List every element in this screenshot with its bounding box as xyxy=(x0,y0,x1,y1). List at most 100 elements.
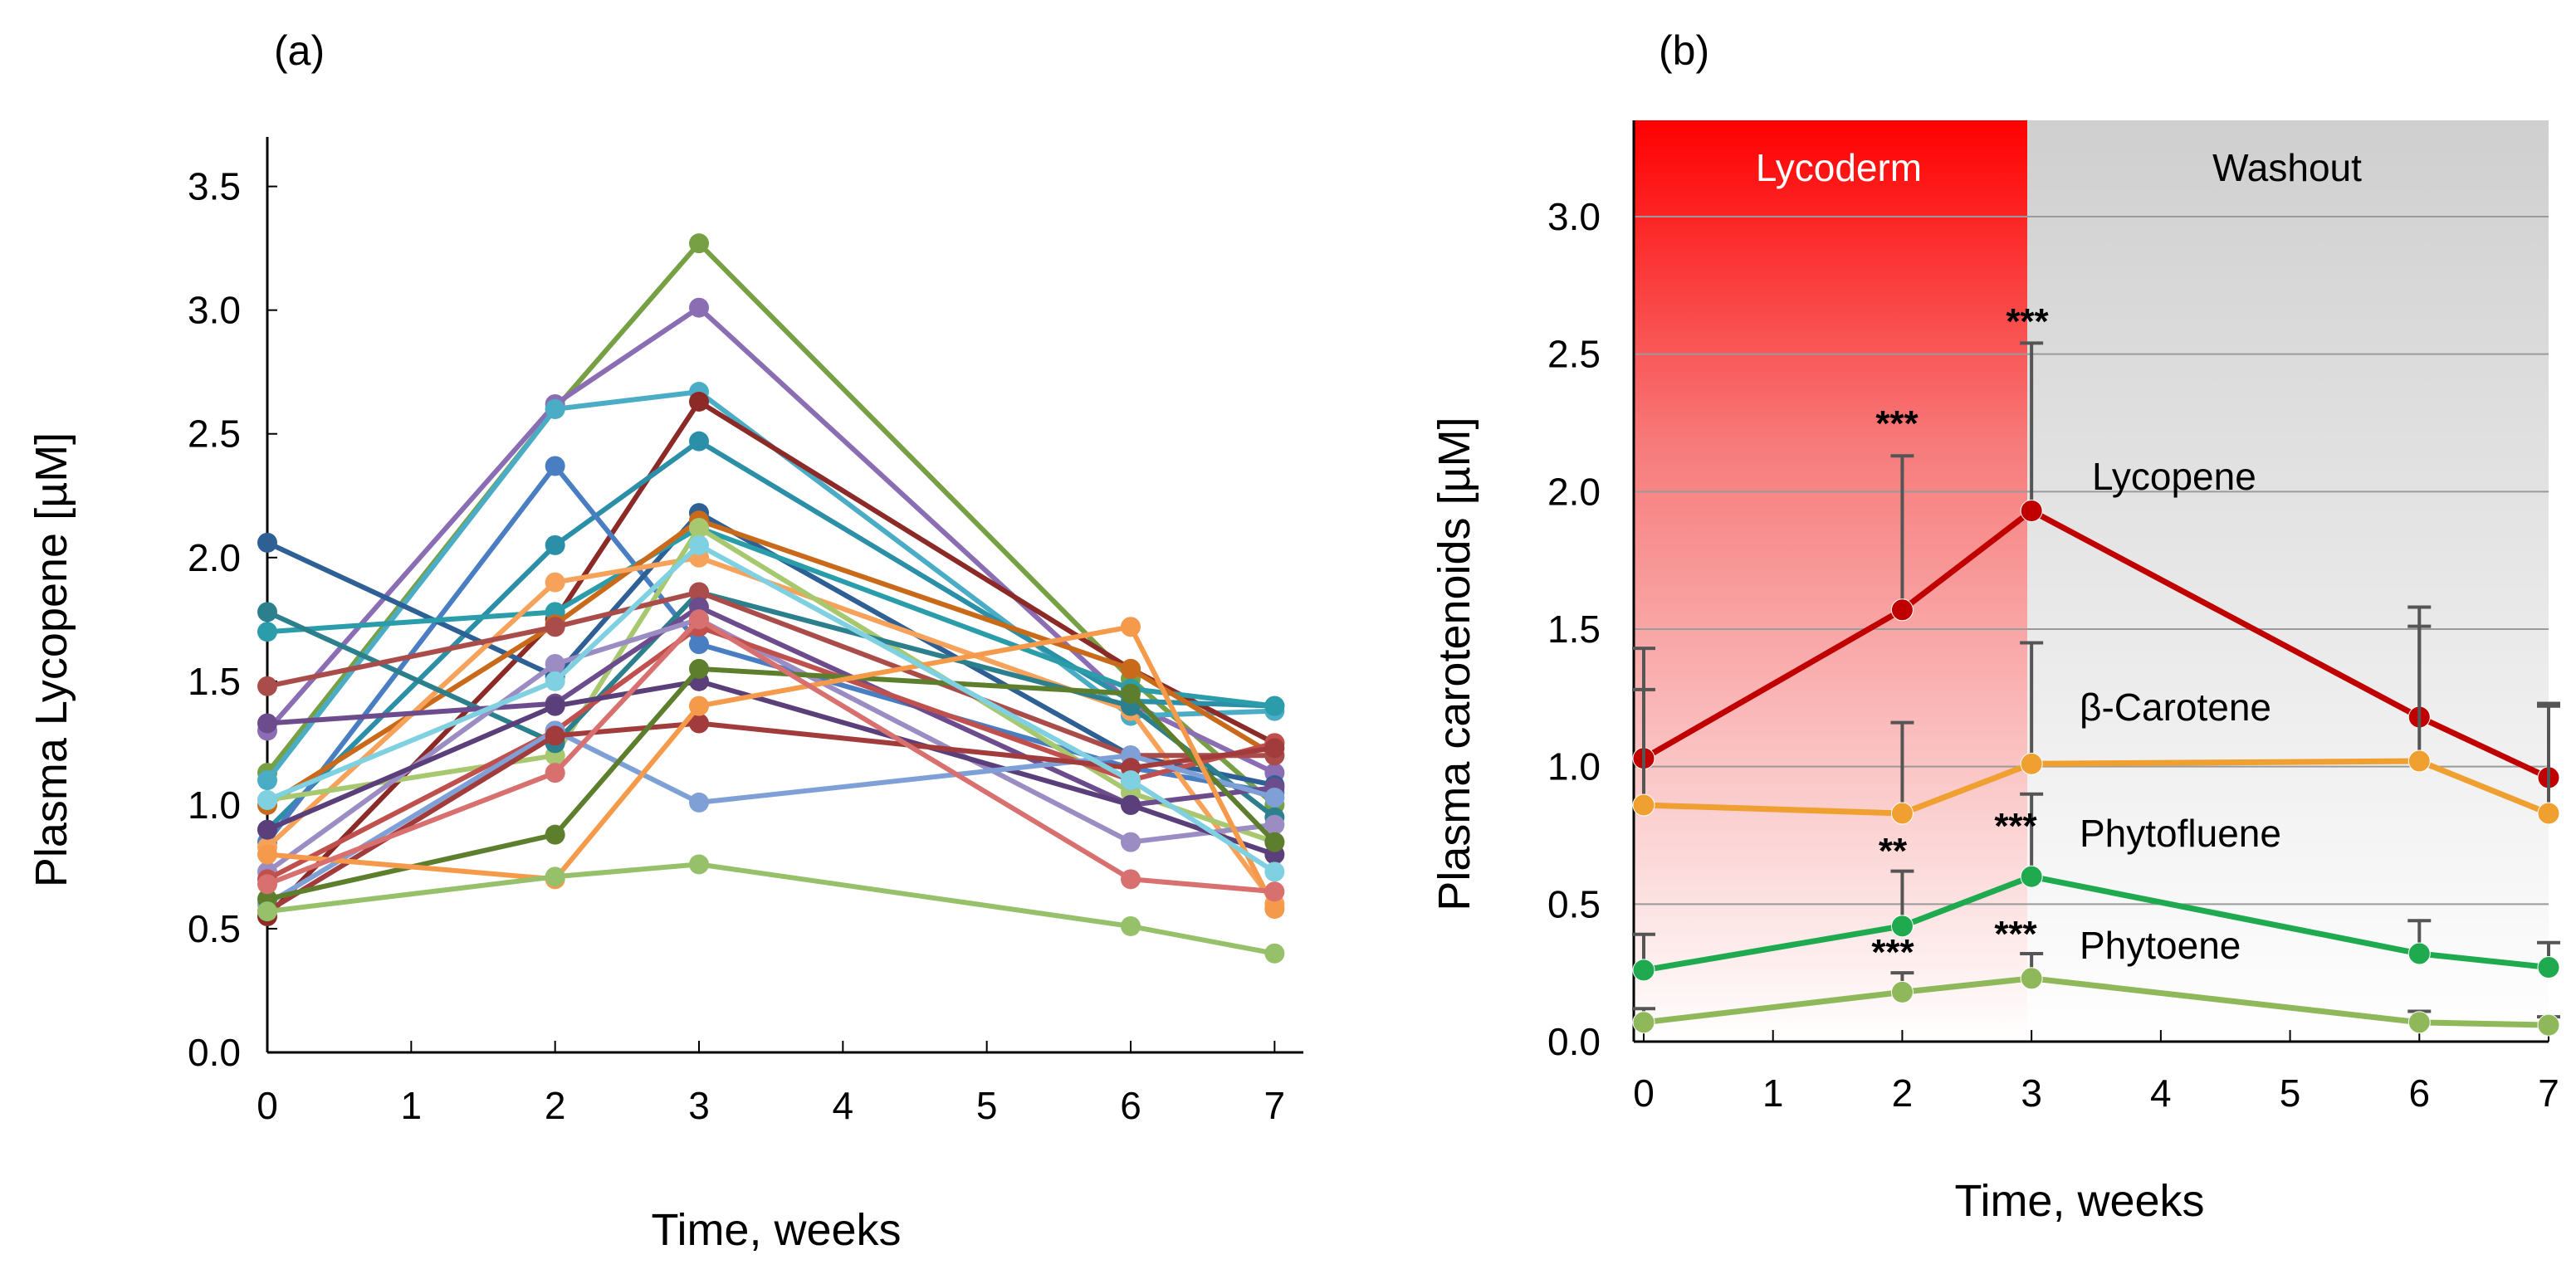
data-point xyxy=(1632,793,1655,817)
lycoderm-phase-region xyxy=(1634,120,2027,1042)
data-point xyxy=(1121,683,1141,704)
data-point xyxy=(1890,802,1914,825)
series-phytofluene xyxy=(1632,792,2560,982)
sig-lycopene-week3: *** xyxy=(2006,301,2049,342)
data-point xyxy=(1264,862,1285,882)
lycopene-label: Lycopene xyxy=(2092,455,2256,498)
panel-a-series xyxy=(257,233,1285,964)
washout-phase-region xyxy=(2027,120,2549,1042)
data-point xyxy=(689,696,709,716)
panel-a-x-tick-label: 6 xyxy=(1120,1084,1141,1127)
lycoderm-phase-label: Lycoderm xyxy=(1756,146,1922,189)
data-point xyxy=(1264,696,1285,716)
data-point xyxy=(545,653,565,674)
data-point xyxy=(2537,1013,2560,1037)
data-point xyxy=(1264,738,1285,759)
data-point xyxy=(1121,794,1141,815)
data-point xyxy=(545,617,565,637)
data-point xyxy=(689,431,709,452)
data-point xyxy=(257,901,277,922)
panel-a-ticks: 0 1 2 3 4 5 6 7 0.0 0.5 1.0 1.5 2.0 2.5 3.0 3.5 xyxy=(188,165,1285,1127)
data-point xyxy=(1264,881,1285,902)
panel-b-x-tick-label: 4 xyxy=(2150,1071,2172,1115)
panel-b-x-tick-label: 1 xyxy=(1762,1071,1784,1115)
sig-phytoene-week2: *** xyxy=(1871,932,1914,973)
data-point xyxy=(257,874,277,895)
data-point xyxy=(545,696,565,716)
panel-b-grid xyxy=(1634,215,2549,905)
data-point xyxy=(689,582,709,603)
data-point xyxy=(257,770,277,791)
data-point xyxy=(689,854,709,875)
data-point xyxy=(545,763,565,783)
data-point xyxy=(545,398,565,419)
panel-a-chart: (a) 0 1 2 3 4 5 6 7 0.0 0.5 1.0 1.5 2.0 2.5 3.0 3.5 Tim… xyxy=(27,27,1303,1255)
panel-b-x-tick-label: 3 xyxy=(2021,1071,2042,1115)
panel-a-x-tick-label: 2 xyxy=(545,1084,566,1127)
beta-carotene-label: β-Carotene xyxy=(2080,686,2271,729)
panel-b-y-tick-label: 1.0 xyxy=(1547,745,1601,788)
data-point xyxy=(689,792,709,813)
data-point xyxy=(257,713,277,734)
data-point xyxy=(257,532,277,553)
data-point xyxy=(2407,942,2431,965)
data-point xyxy=(1121,658,1141,679)
data-point xyxy=(689,534,709,555)
panel-a-y-tick-label: 2.0 xyxy=(188,536,241,579)
data-point xyxy=(1264,943,1285,964)
data-point xyxy=(1121,832,1141,852)
sig-lycopene-week2: *** xyxy=(1875,403,1919,444)
data-point xyxy=(2537,802,2560,825)
sig-phytofluene-week3: *** xyxy=(1994,806,2037,847)
data-point xyxy=(257,602,277,622)
panel-b-label: (b) xyxy=(1659,27,1709,74)
data-point xyxy=(257,789,277,810)
data-point xyxy=(1121,915,1141,936)
data-point xyxy=(689,609,709,630)
sig-phytoene-week3: *** xyxy=(1994,914,2037,954)
panel-b-y-tick-label: 0.5 xyxy=(1547,882,1601,925)
panel-a-y-label: Plasma Lycopene [µM] xyxy=(27,432,76,887)
data-point xyxy=(545,671,565,691)
panel-b-y-tick-label: 0.0 xyxy=(1547,1020,1601,1063)
panel-a-x-tick-label: 4 xyxy=(833,1084,854,1127)
panel-b-y-tick-label: 1.5 xyxy=(1547,608,1601,651)
panel-a-label: (a) xyxy=(274,27,325,74)
data-point xyxy=(545,456,565,476)
series-subject-22 xyxy=(257,609,1285,902)
data-point xyxy=(2020,500,2043,523)
data-point xyxy=(545,572,565,593)
panel-b-y-tick-label: 2.5 xyxy=(1547,333,1601,376)
panel-b-significance-marks: *** *** *** ** *** *** xyxy=(1871,301,2049,973)
data-point xyxy=(257,844,277,865)
series-subject-1 xyxy=(257,233,1285,815)
panel-a-x-tick-label: 3 xyxy=(688,1084,710,1127)
series-carotene xyxy=(1632,624,2560,825)
panel-a-x-label: Time, weeks xyxy=(651,1205,901,1255)
series-subject-24 xyxy=(257,854,1285,964)
data-point xyxy=(545,725,565,746)
data-point xyxy=(1890,915,1914,938)
panel-a-y-tick-label: 0.0 xyxy=(188,1031,241,1074)
data-point xyxy=(1632,1011,1655,1034)
panel-b-series xyxy=(1632,341,2560,1037)
data-point xyxy=(1890,980,1914,1003)
data-point xyxy=(257,819,277,840)
panel-a-y-tick-label: 3.0 xyxy=(188,289,241,332)
phytofluene-label: Phytofluene xyxy=(2080,812,2281,855)
panel-a-x-tick-label: 7 xyxy=(1264,1084,1286,1127)
panel-a-y-tick-label: 2.5 xyxy=(188,412,241,456)
data-point xyxy=(689,518,709,539)
data-point xyxy=(689,634,709,655)
series-subject-23 xyxy=(257,534,1285,882)
panel-a-x-tick-label: 1 xyxy=(401,1084,423,1127)
data-point xyxy=(1264,899,1285,920)
data-point xyxy=(2407,1011,2431,1034)
data-point xyxy=(689,713,709,734)
data-point xyxy=(689,233,709,254)
data-point xyxy=(1121,770,1141,791)
data-point xyxy=(545,866,565,887)
panel-b-series-labels: Lycopene β-Carotene Phytofluene Phytoene xyxy=(2080,455,2281,967)
panel-b-x-tick-label: 5 xyxy=(2280,1071,2301,1115)
